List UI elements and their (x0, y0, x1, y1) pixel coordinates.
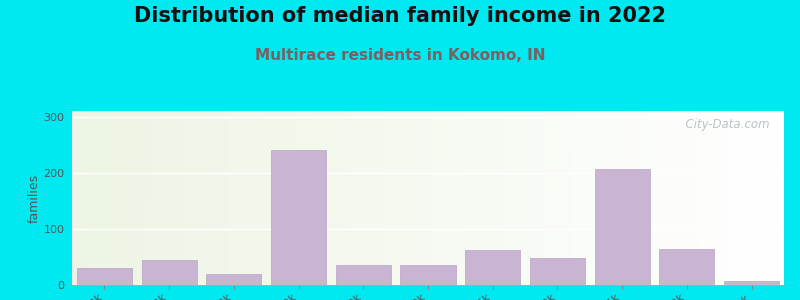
Y-axis label: families: families (27, 173, 41, 223)
Bar (659, 248, 714, 285)
Text: Distribution of median family income in 2022: Distribution of median family income in … (134, 6, 666, 26)
Bar (142, 260, 197, 285)
Bar (466, 250, 520, 285)
Bar (77, 268, 132, 285)
Bar (271, 150, 326, 285)
Text: Multirace residents in Kokomo, IN: Multirace residents in Kokomo, IN (254, 48, 546, 63)
Bar (401, 266, 455, 285)
Bar (336, 266, 390, 285)
Bar (724, 280, 779, 285)
Bar (206, 274, 262, 285)
Text: City-Data.com: City-Data.com (678, 118, 770, 131)
Bar (530, 258, 585, 285)
Bar (594, 169, 650, 285)
